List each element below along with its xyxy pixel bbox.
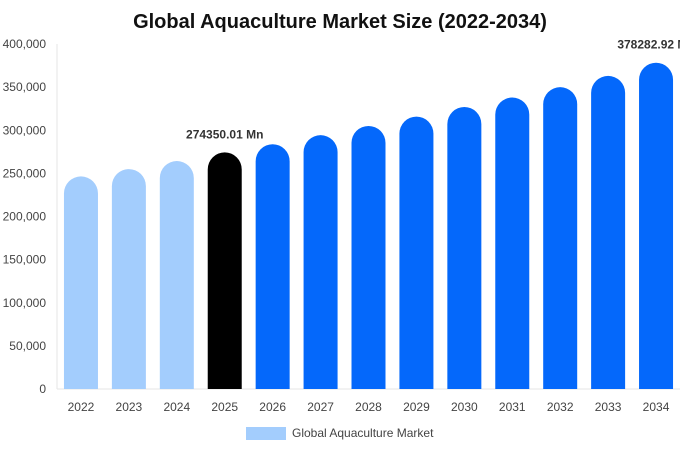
y-tick-label: 250,000 xyxy=(3,166,47,180)
y-tick-label: 350,000 xyxy=(3,80,47,94)
bar-2028[interactable] xyxy=(351,125,386,390)
x-tick-label-2033: 2033 xyxy=(595,400,622,414)
x-tick-label-2026: 2026 xyxy=(259,400,286,414)
chart-title: Global Aquaculture Market Size (2022-203… xyxy=(133,11,547,33)
bar-2026[interactable] xyxy=(255,144,290,389)
x-tick-label-2031: 2031 xyxy=(499,400,526,414)
bar-2027[interactable] xyxy=(303,135,338,389)
x-tick-label-2034: 2034 xyxy=(643,400,670,414)
bar-2023[interactable] xyxy=(111,169,146,389)
value-label-2025: 274350.01 Mn xyxy=(186,127,263,141)
legend-label: Global Aquaculture Market xyxy=(292,426,434,440)
x-tick-label-2032: 2032 xyxy=(547,400,574,414)
bars-group xyxy=(63,62,674,390)
y-tick-label: 150,000 xyxy=(3,253,47,267)
x-tick-label-2024: 2024 xyxy=(163,400,190,414)
legend-swatch xyxy=(246,427,286,440)
x-tick-label-2028: 2028 xyxy=(355,400,382,414)
x-tick-label-2022: 2022 xyxy=(68,400,95,414)
bar-2034[interactable] xyxy=(639,62,674,389)
bar-2025[interactable] xyxy=(207,152,242,389)
bar-2032[interactable] xyxy=(543,87,578,390)
bar-2024[interactable] xyxy=(159,161,194,389)
x-tick-label-2025: 2025 xyxy=(211,400,238,414)
x-axis: 2022 2023 2024 2025 2026 2027 2028 2029 2030 2031… xyxy=(57,388,680,414)
x-tick-label-2029: 2029 xyxy=(403,400,430,414)
y-tick-label: 0 xyxy=(39,382,46,396)
bar-2029[interactable] xyxy=(399,116,434,389)
y-tick-label: 100,000 xyxy=(3,296,47,310)
x-tick-label-2030: 2030 xyxy=(451,400,478,414)
bar-2033[interactable] xyxy=(591,75,626,389)
bar-2030[interactable] xyxy=(447,106,482,389)
y-tick-label: 400,000 xyxy=(3,37,47,51)
legend[interactable]: Global Aquaculture Market xyxy=(246,426,434,440)
x-tick-label-2027: 2027 xyxy=(307,400,334,414)
annotations-group: 274350.01 Mn 378282.92 Mn xyxy=(186,38,680,142)
y-tick-label: 200,000 xyxy=(3,210,47,224)
y-axis: 0 50,000 100,000 150,000 200,000 250,000 300,0… xyxy=(3,37,58,396)
bar-2031[interactable] xyxy=(495,97,530,389)
bar-2022[interactable] xyxy=(63,176,98,389)
y-tick-label: 300,000 xyxy=(3,123,47,137)
y-tick-label: 50,000 xyxy=(9,339,46,353)
value-label-2034: 378282.92 Mn xyxy=(617,38,680,52)
x-tick-label-2023: 2023 xyxy=(116,400,143,414)
